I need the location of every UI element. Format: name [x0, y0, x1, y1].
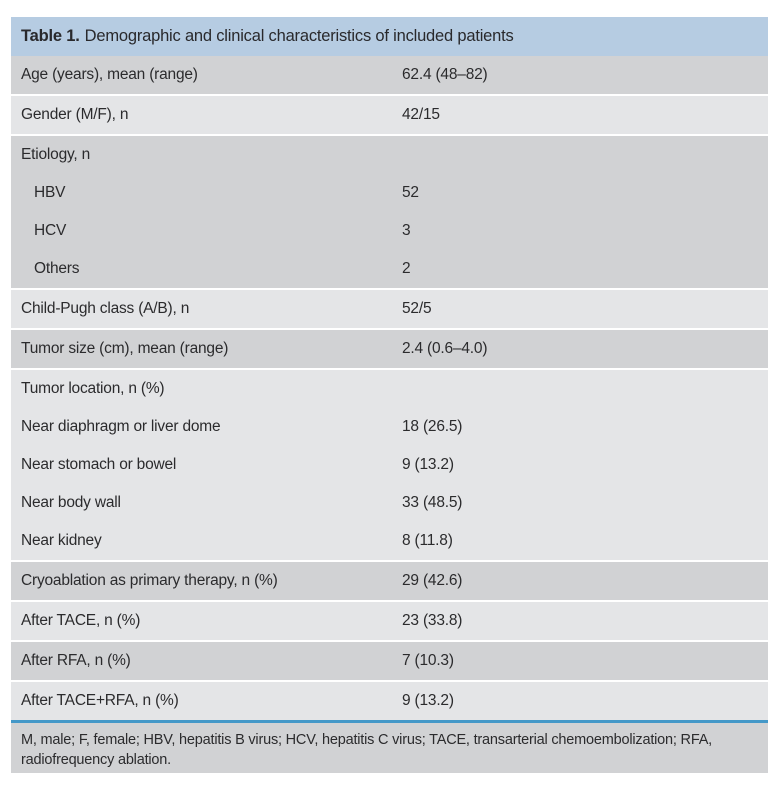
row-value: 23 (33.8)	[402, 612, 463, 629]
row-label: Near diaphragm or liver dome	[21, 418, 221, 435]
table-row: Near kidney 8 (11.8)	[11, 522, 768, 560]
row-value: 33 (48.5)	[402, 494, 463, 511]
table-row: HCV 3	[11, 212, 768, 250]
row-value: 7 (10.3)	[402, 652, 454, 669]
footnote-line-1: M, male; F, female; HBV, hepatitis B vir…	[21, 732, 712, 748]
row-label: Age (years), mean (range)	[21, 66, 198, 83]
table-row: After RFA, n (%) 7 (10.3)	[11, 642, 768, 680]
row-label: HCV	[34, 222, 67, 239]
footnote-line-2: radiofrequency ablation.	[21, 752, 171, 768]
row-label: After RFA, n (%)	[21, 652, 131, 669]
row-value: 8 (11.8)	[402, 532, 453, 549]
table-row: HBV 52	[11, 174, 768, 212]
demographics-table: Table 1. Demographic and clinical charac…	[11, 17, 768, 773]
row-value: 3	[402, 222, 411, 239]
row-label: Near stomach or bowel	[21, 456, 177, 473]
table-row: Etiology, n	[11, 136, 768, 174]
row-value: 9 (13.2)	[402, 692, 454, 709]
row-label: Etiology, n	[21, 146, 91, 163]
table-number-label: Table 1.	[21, 27, 80, 45]
row-label: Child-Pugh class (A/B), n	[21, 300, 190, 317]
row-label: HBV	[34, 184, 66, 201]
table-row: Tumor size (cm), mean (range) 2.4 (0.6–4…	[11, 330, 768, 368]
table-row: Child-Pugh class (A/B), n 52/5	[11, 290, 768, 328]
row-value: 52/5	[402, 300, 432, 317]
table-row: Age (years), mean (range) 62.4 (48–82)	[11, 56, 768, 94]
row-label: Cryoablation as primary therapy, n (%)	[21, 572, 278, 589]
row-label: Tumor location, n (%)	[21, 380, 165, 397]
row-label: Tumor size (cm), mean (range)	[21, 340, 229, 357]
row-value: 18 (26.5)	[402, 418, 463, 435]
row-label: Gender (M/F), n	[21, 106, 129, 123]
row-value: 2.4 (0.6–4.0)	[402, 340, 488, 357]
table-row: After TACE, n (%) 23 (33.8)	[11, 602, 768, 640]
table-row: Gender (M/F), n 42/15	[11, 96, 768, 134]
table-row: Near body wall 33 (48.5)	[11, 484, 768, 522]
row-value: 62.4 (48–82)	[402, 66, 488, 83]
row-label: Others	[34, 260, 80, 277]
row-value: 2	[402, 260, 411, 277]
table-row: Cryoablation as primary therapy, n (%) 2…	[11, 562, 768, 600]
row-label: After TACE, n (%)	[21, 612, 141, 629]
row-value: 52	[402, 184, 419, 201]
row-label: Near body wall	[21, 494, 121, 511]
row-label: After TACE+RFA, n (%)	[21, 692, 179, 709]
row-value: 9 (13.2)	[402, 456, 454, 473]
row-label: Near kidney	[21, 532, 102, 549]
table-title: Demographic and clinical characteristics…	[84, 27, 514, 45]
row-value: 29 (42.6)	[402, 572, 463, 589]
table-row: After TACE+RFA, n (%) 9 (13.2)	[11, 682, 768, 720]
footnote-divider	[11, 720, 768, 723]
row-value: 42/15	[402, 106, 440, 123]
table-row: Near diaphragm or liver dome 18 (26.5)	[11, 408, 768, 446]
table-header: Table 1. Demographic and clinical charac…	[11, 17, 768, 56]
table-row: Near stomach or bowel 9 (13.2)	[11, 446, 768, 484]
table-row: Tumor location, n (%)	[11, 370, 768, 408]
table-row: Others 2	[11, 250, 768, 288]
table-footnote: M, male; F, female; HBV, hepatitis B vir…	[11, 723, 768, 773]
